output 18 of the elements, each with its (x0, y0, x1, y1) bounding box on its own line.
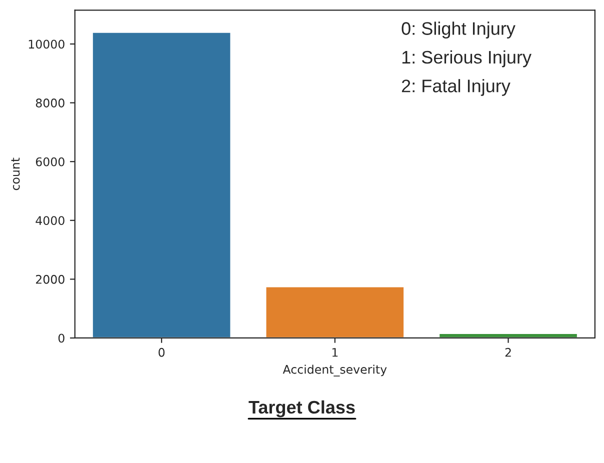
x-axis-title: Accident_severity (282, 364, 387, 376)
x-tick-label: 0 (158, 348, 165, 357)
x-tick-label: 2 (505, 348, 511, 357)
bar (264, 286, 405, 338)
y-tick-label: 10000 (28, 40, 64, 49)
annotation: 2: Fatal Injury (402, 79, 510, 96)
y-tick-label: 6000 (36, 157, 64, 166)
annotation: 1: Serious Injury (402, 50, 532, 68)
bar (92, 32, 232, 338)
y-tick-label: 8000 (36, 98, 64, 108)
x-tick-label: 1 (332, 348, 338, 357)
text: Target Class (248, 400, 355, 418)
bar (438, 332, 578, 338)
y-tick-label: 0 (58, 334, 64, 343)
annotation: 0: Slight Injury (402, 22, 516, 39)
y-tick-label: 4000 (36, 216, 64, 226)
y-axis-title: count (11, 158, 20, 190)
y-tick-label: 2000 (36, 274, 64, 284)
